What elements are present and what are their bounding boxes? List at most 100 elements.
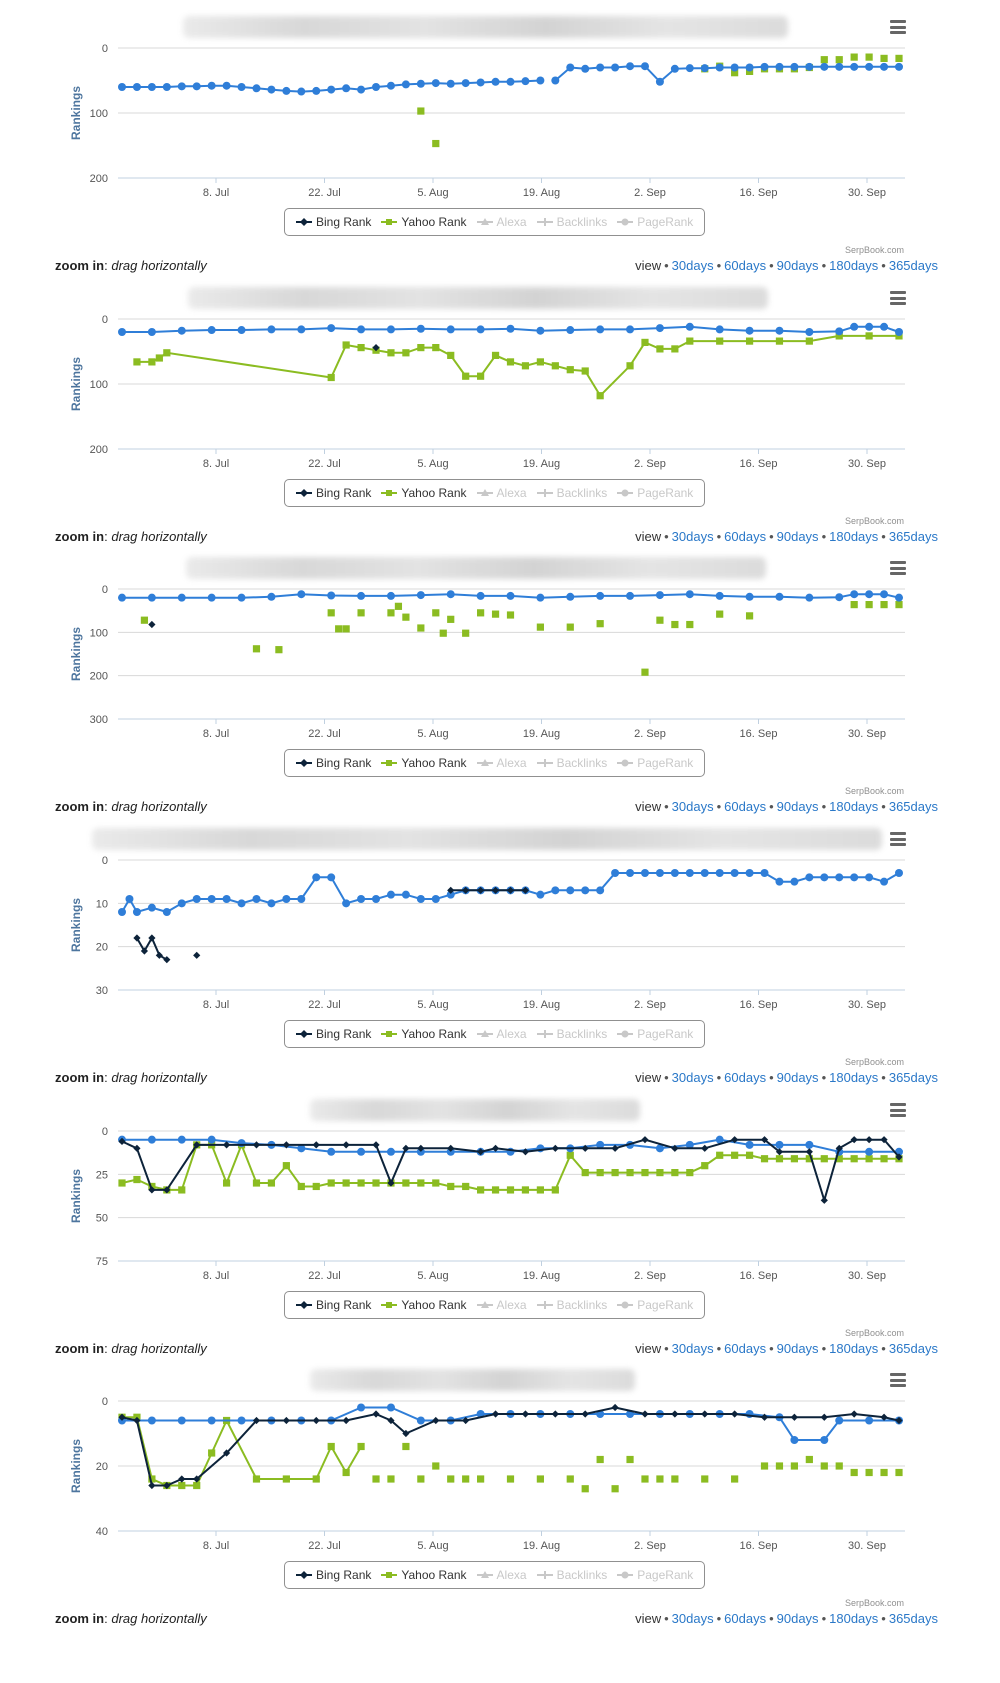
chart-3-google-point-21[interactable] — [745, 592, 754, 601]
chart-4-google-point-42[interactable] — [730, 869, 739, 877]
legend-item-pagerank[interactable]: PageRank — [617, 1027, 693, 1041]
view-link-180days[interactable]: 180days — [829, 1611, 879, 1626]
chart-5-yahoo-point-12[interactable] — [297, 1182, 305, 1191]
chart-6-yahoo-point-4[interactable] — [178, 1481, 186, 1490]
chart-5-bing-point-10[interactable] — [372, 1141, 380, 1149]
chart-4-google-point-46[interactable] — [790, 877, 799, 886]
hamburger-menu-icon[interactable] — [890, 1103, 906, 1117]
chart-3-yahoo-point-6[interactable] — [357, 609, 365, 617]
chart-6-yahoo-point-11[interactable] — [327, 1442, 335, 1451]
chart-5-yahoo-point-15[interactable] — [342, 1179, 350, 1187]
chart-2-google-point-17[interactable] — [626, 325, 635, 334]
chart-3-google-point-1[interactable] — [147, 593, 156, 602]
chart-5-bing-point-9[interactable] — [342, 1141, 350, 1149]
chart-5-google-point-22[interactable] — [775, 1140, 784, 1149]
chart-3-yahoo-point-30[interactable] — [895, 601, 903, 609]
chart-3-yahoo-point-24[interactable] — [686, 620, 694, 629]
chart-1-google-point-25[interactable] — [491, 77, 500, 86]
chart-5-google-point-9[interactable] — [386, 1147, 395, 1156]
chart-6-yahoo-point-8[interactable] — [252, 1475, 261, 1483]
view-link-30days[interactable]: 30days — [671, 1341, 714, 1356]
chart-4-google-point-32[interactable] — [581, 886, 590, 895]
chart-4-google-point-13[interactable] — [297, 895, 306, 903]
chart-6-yahoo-point-19[interactable] — [447, 1475, 455, 1483]
chart-6-yahoo-point-37[interactable] — [805, 1455, 813, 1464]
chart-5-yahoo-point-10[interactable] — [267, 1179, 276, 1187]
chart-3-google-point-7[interactable] — [327, 591, 336, 600]
chart-4-google-point-50[interactable] — [850, 873, 859, 882]
chart-6-yahoo-point-17[interactable] — [417, 1475, 425, 1483]
chart-6-google-point-23[interactable] — [790, 1436, 799, 1444]
legend-item-pagerank[interactable]: PageRank — [617, 486, 693, 500]
chart-6-yahoo-point-34[interactable] — [760, 1462, 769, 1470]
chart-3-yahoo-point-3[interactable] — [327, 609, 335, 617]
chart-6-bing-point-13[interactable] — [402, 1429, 410, 1438]
chart-6-yahoo-point-30[interactable] — [656, 1475, 664, 1483]
chart-6-bing-point-8[interactable] — [282, 1416, 290, 1425]
chart-1-google-point-5[interactable] — [192, 82, 201, 91]
chart-4-bing-point-1[interactable] — [140, 947, 149, 955]
chart-1-google-point-21[interactable] — [431, 79, 440, 88]
chart-5-google-point-21[interactable] — [745, 1140, 754, 1149]
chart-6-bing-point-21[interactable] — [641, 1410, 649, 1418]
chart-3-yahoo-point-22[interactable] — [656, 616, 664, 624]
chart-3-google-point-10[interactable] — [416, 591, 425, 600]
hamburger-menu-icon[interactable] — [890, 832, 906, 846]
chart-1-google-point-45[interactable] — [790, 62, 799, 71]
chart-5-yahoo-point-31[interactable] — [581, 1169, 589, 1177]
chart-1-yahoo-point-4[interactable] — [731, 69, 739, 77]
chart-5-bing-point-32[interactable] — [880, 1136, 888, 1144]
chart-5-yahoo-point-41[interactable] — [731, 1151, 739, 1159]
chart-6-bing-point-4[interactable] — [178, 1475, 186, 1483]
chart-2-yahoo-point-10[interactable] — [417, 344, 425, 352]
chart-1-google-point-13[interactable] — [312, 86, 321, 95]
chart-4-bing2-point-2[interactable] — [477, 886, 485, 894]
chart-5-bing-point-18[interactable] — [551, 1144, 559, 1152]
chart-3-google-point-11[interactable] — [446, 590, 455, 599]
chart-3-yahoo-point-18[interactable] — [536, 623, 544, 631]
chart-5-yahoo-point-36[interactable] — [656, 1169, 664, 1177]
chart-6-yahoo-point-12[interactable] — [342, 1468, 350, 1477]
view-link-365days[interactable]: 365days — [888, 799, 938, 814]
chart-1-google-point-30[interactable] — [566, 63, 575, 72]
chart-6-yahoo-point-43[interactable] — [895, 1468, 903, 1477]
chart-4-google-point-30[interactable] — [551, 886, 560, 895]
chart-1-google-point-27[interactable] — [521, 77, 530, 86]
chart-3-google-point-4[interactable] — [237, 593, 246, 602]
chart-4-google-point-51[interactable] — [865, 873, 874, 882]
chart-5-bing-point-25[interactable] — [760, 1136, 769, 1144]
chart-2-yahoo-point-17[interactable] — [521, 362, 530, 370]
chart-1-yahoo-point-10[interactable] — [820, 56, 828, 64]
chart-2-google-point-8[interactable] — [357, 325, 366, 334]
chart-5-yahoo-point-51[interactable] — [880, 1155, 888, 1163]
chart-3-yahoo-point-11[interactable] — [432, 609, 440, 617]
legend-item-alexa[interactable]: Alexa — [476, 486, 527, 500]
chart-1-google-point-39[interactable] — [700, 64, 709, 73]
chart-1-yahoo-point-0[interactable] — [417, 107, 425, 115]
chart-5-google-point-1[interactable] — [147, 1135, 156, 1144]
chart-1-yahoo-point-13[interactable] — [865, 53, 873, 61]
chart-6-bing-point-2[interactable] — [148, 1481, 156, 1490]
chart-1-yahoo-point-14[interactable] — [880, 54, 888, 62]
chart-1-plot[interactable]: 0 100 200 Rankings 8. Jul 22. Jul 5. Aug 19. Au… — [0, 0, 1000, 220]
view-link-60days[interactable]: 60days — [724, 1070, 767, 1085]
chart-2-google-point-10[interactable] — [416, 324, 425, 333]
chart-5-yahoo-point-39[interactable] — [701, 1162, 709, 1170]
chart-5-yahoo-point-13[interactable] — [312, 1182, 320, 1191]
chart-1-google-point-3[interactable] — [162, 83, 171, 91]
chart-5-bing-point-1[interactable] — [133, 1144, 141, 1152]
chart-1-google-point-29[interactable] — [551, 76, 560, 85]
chart-1-google-point-38[interactable] — [685, 64, 694, 73]
chart-6-yahoo-point-35[interactable] — [775, 1462, 784, 1470]
chart-6-yahoo-point-9[interactable] — [282, 1475, 290, 1483]
legend-item-yahoo[interactable]: Yahoo Rank — [381, 486, 467, 500]
view-link-365days[interactable]: 365days — [888, 258, 938, 273]
chart-6-yahoo-point-20[interactable] — [462, 1475, 470, 1483]
chart-3-yahoo-point-0[interactable] — [140, 616, 149, 624]
chart-1-google-point-33[interactable] — [611, 63, 620, 72]
chart-6-google-point-1[interactable] — [147, 1416, 156, 1425]
chart-5-bing-point-24[interactable] — [731, 1136, 739, 1144]
legend-item-pagerank[interactable]: PageRank — [617, 1298, 693, 1312]
chart-2-yahoo-point-31[interactable] — [805, 337, 813, 345]
chart-2-yahoo-point-3[interactable] — [163, 349, 171, 357]
